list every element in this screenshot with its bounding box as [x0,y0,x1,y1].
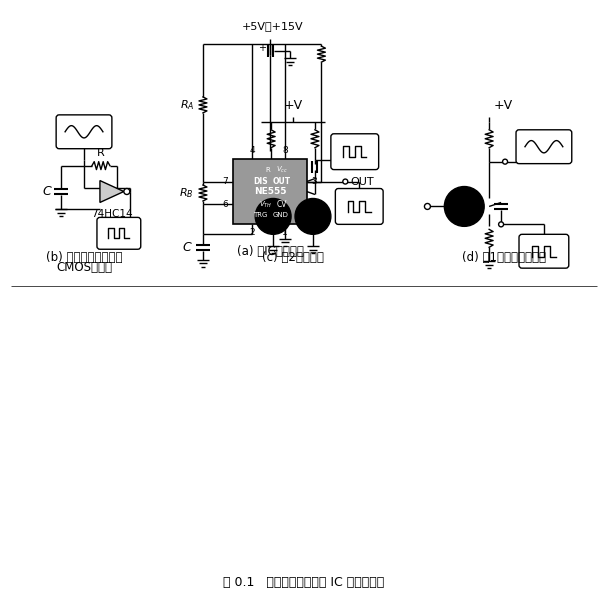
Text: (a) 用IC的计时器: (a) 用IC的计时器 [237,245,303,258]
Text: 6: 6 [222,200,228,209]
Text: $C$: $C$ [182,241,193,255]
Circle shape [295,199,331,235]
FancyBboxPatch shape [336,188,383,224]
Text: +V: +V [494,99,513,112]
Circle shape [499,222,503,227]
Circle shape [424,204,430,210]
Circle shape [255,199,291,235]
Text: CMOS反向器: CMOS反向器 [56,261,112,274]
Text: 2: 2 [249,228,255,237]
Circle shape [503,159,508,164]
Text: (d) 用1只反接的晶体管: (d) 用1只反接的晶体管 [462,251,546,264]
Text: 3: 3 [311,177,317,186]
Text: 5: 5 [311,200,317,209]
Text: $R_A$: $R_A$ [179,98,194,112]
Text: 74HC14: 74HC14 [91,210,133,219]
FancyBboxPatch shape [516,130,572,164]
Text: (b) 用施密特触发器型: (b) 用施密特触发器型 [46,251,122,264]
FancyBboxPatch shape [331,134,379,170]
Text: OUT: OUT [350,176,374,187]
FancyBboxPatch shape [56,115,112,148]
Text: 4: 4 [249,146,255,155]
Text: 7: 7 [222,177,228,186]
Text: $V_{cc}$: $V_{cc}$ [276,164,288,175]
Text: $R_B$: $R_B$ [179,186,194,200]
Bar [233,159,308,224]
Text: GND: GND [272,213,288,218]
Text: 8: 8 [282,146,288,155]
Text: R: R [97,148,105,158]
Text: 1: 1 [282,228,288,237]
Text: +V: +V [283,99,303,112]
FancyBboxPatch shape [97,218,140,249]
Text: NE555: NE555 [254,187,286,196]
Text: DIS: DIS [253,177,268,186]
Text: +: + [258,43,266,53]
Polygon shape [100,181,124,202]
Text: $C$: $C$ [43,185,53,198]
Text: TRG: TRG [253,213,268,218]
FancyBboxPatch shape [519,235,568,268]
Text: OUT: OUT [273,177,291,186]
Text: R: R [266,167,271,173]
Text: (c) 用2只晶体管: (c) 用2只晶体管 [262,251,324,264]
Text: +5V～+15V: +5V～+15V [241,21,303,32]
Text: $V_{TH}$: $V_{TH}$ [258,199,272,210]
Circle shape [124,188,130,195]
Circle shape [343,179,348,184]
Circle shape [444,187,484,227]
Text: CV: CV [277,200,288,209]
Text: 图 0.1   晶体管也能实现与 IC 一样的机能: 图 0.1 晶体管也能实现与 IC 一样的机能 [223,576,385,589]
